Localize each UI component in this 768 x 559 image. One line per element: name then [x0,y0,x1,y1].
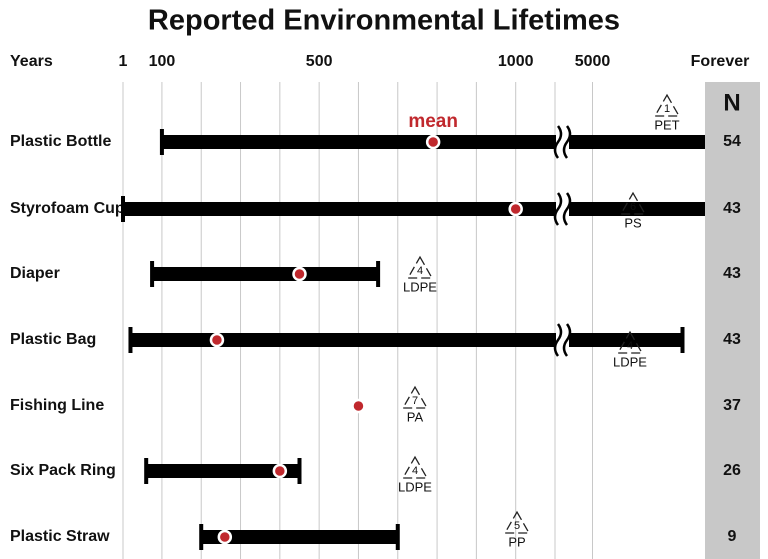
range-cap [681,327,685,353]
range-bar [152,267,378,281]
x-tick-label: 100 [149,53,176,70]
n-value: 37 [723,397,741,414]
n-value: 43 [723,200,741,217]
resin-name: LDPE [403,279,437,294]
mean-dot [219,531,231,543]
n-value: 54 [723,133,741,150]
resin-code: 7 [412,395,418,407]
axis-label: Years [10,53,53,70]
mean-dot [274,465,286,477]
resin-name: PET [654,117,679,132]
row-label: Plastic Bag [10,331,96,348]
x-tick-label: 500 [306,53,333,70]
range-cap [376,261,380,287]
mean-label: mean [408,111,458,132]
resin-name: LDPE [398,479,432,494]
row-label: Plastic Bottle [10,133,111,150]
row-label: Styrofoam Cup [10,200,125,217]
n-value: 43 [723,265,741,282]
range-cap [144,458,148,484]
mean-dot [510,203,522,215]
mean-dot [293,268,305,280]
resin-name: PP [508,534,525,549]
range-cap [128,327,132,353]
row-label: Plastic Straw [10,528,110,545]
n-header: N [723,89,740,116]
x-tick-label: 5000 [575,53,611,70]
mean-dot [211,334,223,346]
range-bar [123,202,705,216]
n-value: 26 [723,462,741,479]
row-label: Fishing Line [10,397,104,414]
resin-name: PS [624,215,642,230]
chart-title: Reported Environmental Lifetimes [148,5,620,37]
range-cap [160,129,164,155]
n-value: 9 [728,528,737,545]
mean-dot [427,136,439,148]
range-cap [297,458,301,484]
resin-name: PA [407,409,424,424]
resin-code: 4 [627,340,633,352]
resin-code: 4 [412,465,418,477]
resin-name: LDPE [613,354,647,369]
row-label: Six Pack Ring [10,462,116,479]
resin-code: 5 [514,520,520,532]
resin-code: 6 [630,201,636,213]
range-cap [121,196,125,222]
x-tick-label: 1000 [498,53,534,70]
range-cap [199,524,203,550]
mean-dot [352,400,364,412]
n-column [705,82,760,559]
chart: Reported Environmental Lifetimes Years N… [0,0,768,559]
row-label: Diaper [10,265,60,282]
resin-code: 1 [664,103,670,115]
range-cap [150,261,154,287]
resin-code: 4 [417,265,423,277]
n-value: 43 [723,331,741,348]
x-tick-label: 1 [119,53,128,70]
range-cap [396,524,400,550]
x-tick-label: Forever [691,53,750,70]
